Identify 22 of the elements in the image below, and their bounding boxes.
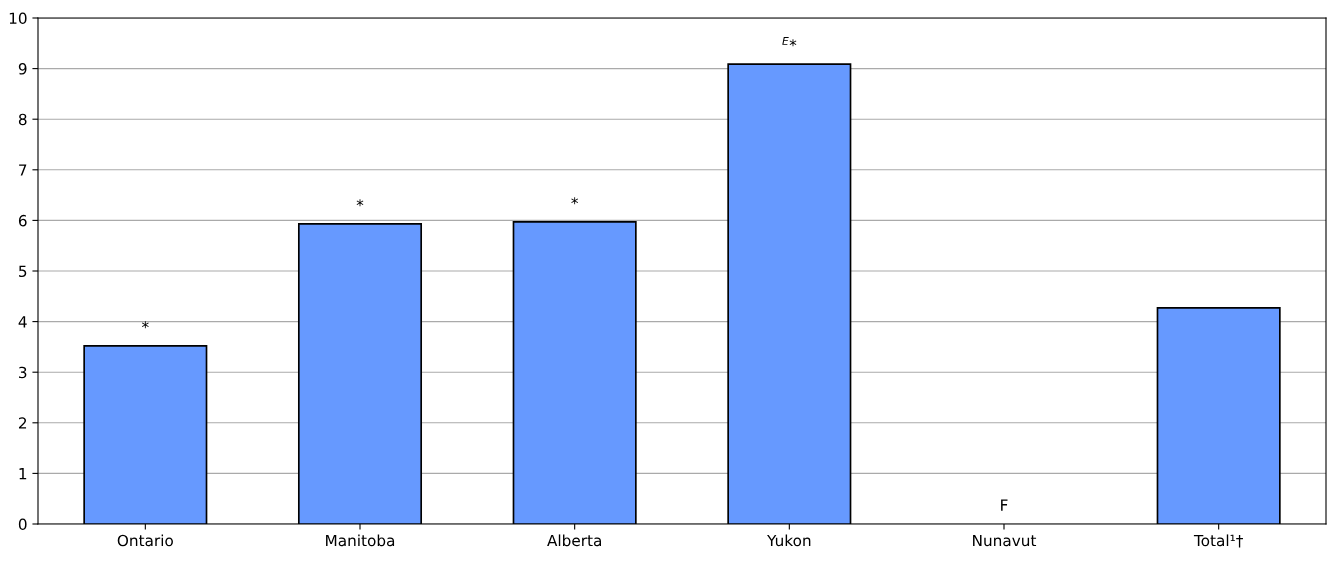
data-label: * [571, 197, 579, 205]
data-label: * [141, 321, 149, 329]
y-tick-label: 6 [18, 214, 27, 227]
x-tick-label: Yukon [767, 534, 811, 547]
x-tick-label: Alberta [547, 534, 601, 547]
y-tick-label: 3 [19, 366, 27, 379]
data-label: $^{E}$* [782, 37, 797, 47]
y-tick-label: 5 [19, 265, 27, 278]
y-tick-label: 7 [19, 164, 27, 176]
text: F [1001, 499, 1008, 511]
y-tick-label: 1 [19, 468, 27, 480]
data-label: * [356, 199, 364, 207]
x-tick-label: Nunavut [973, 534, 1037, 547]
y-tick-label: 4 [18, 316, 27, 328]
y-tick-label: 2 [18, 417, 27, 429]
x-tick-label: Manitoba [326, 534, 395, 547]
y-tick-label: 8 [18, 113, 27, 126]
x-tick-label: Ontario [117, 534, 173, 547]
y-tick-label: 10 [9, 12, 27, 25]
y-tick-label: 9 [18, 63, 27, 75]
y-tick-label: 0 [18, 518, 27, 531]
x-tick-label: Total¹† [1193, 534, 1243, 548]
